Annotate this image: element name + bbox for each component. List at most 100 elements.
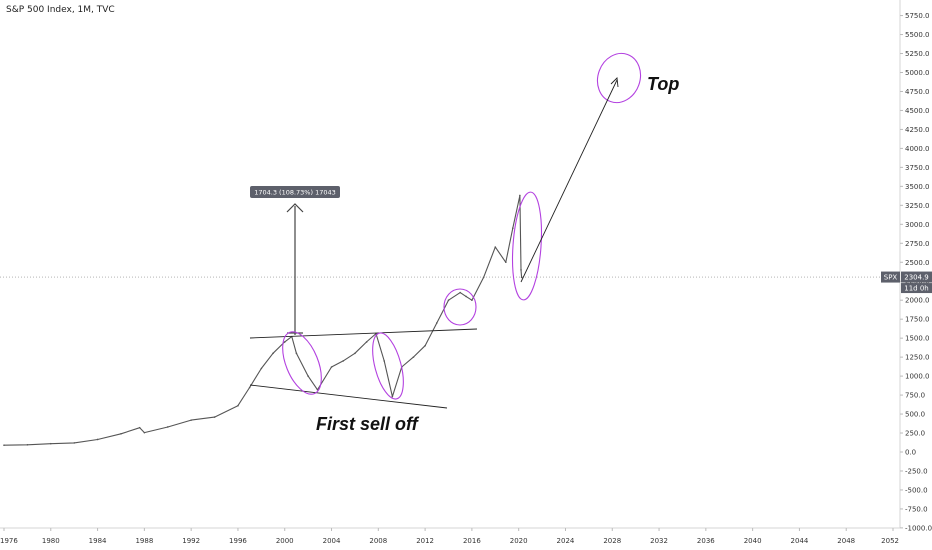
price-point [465,295,467,298]
x-tick-label: 2048 [837,537,855,545]
circle-top[interactable] [591,47,648,108]
price-point [494,246,497,248]
x-tick-label: 1984 [89,537,107,545]
price-point [471,299,473,302]
price-point [482,276,485,279]
price-label: 2304.9 [904,274,929,282]
y-tick-label: 5500.0 [905,31,930,39]
price-point [3,444,5,446]
lower-trendline[interactable] [249,384,448,409]
x-tick-label: 1988 [135,537,153,545]
price-point [424,344,426,347]
y-tick-label: -250.0 [905,467,928,475]
price-point [213,416,216,418]
price-point [447,299,450,302]
y-tick-label: 2750.0 [905,240,930,248]
y-tick-label: -500.0 [905,486,928,494]
x-tick-label: 2028 [603,537,621,545]
price-point [96,438,99,441]
y-tick-label: 2500.0 [905,259,930,267]
x-tick-label: 2052 [881,537,899,545]
upper-trendline[interactable] [249,328,478,339]
y-tick-label: 4500.0 [905,107,930,115]
price-point [391,395,394,398]
x-tick-label: 2004 [323,537,341,545]
price-point [120,432,122,435]
price-point [365,341,368,343]
measure-arrowhead [286,203,304,213]
x-tick-label: 2008 [369,537,387,545]
y-tick-label: 1500.0 [905,335,930,343]
chart-title: S&P 500 Index, 1M, TVC [6,5,115,15]
projection-arrowhead [610,77,619,88]
price-label-box [901,271,932,283]
y-tick-label: 250.0 [905,430,925,438]
annotation-first-sell-off[interactable]: First sell off [316,414,420,434]
circle-2000-top[interactable] [275,326,329,399]
y-tick-label: 0.0 [905,449,916,457]
symbol-label-box [881,271,900,283]
price-point [73,442,75,444]
x-tick-label: 2024 [557,537,575,545]
y-tick-label: 3500.0 [905,183,930,191]
price-point [143,431,146,434]
x-tick-label: 1980 [42,537,60,545]
price-point [330,366,333,368]
x-tick-label: 1976 [0,537,18,545]
y-tick-label: 1750.0 [905,316,930,324]
price-point [520,269,522,271]
annotation-top[interactable]: Top [647,74,679,94]
price-point [237,404,239,407]
price-point [512,227,514,229]
y-tick-label: -1000.0 [905,524,932,532]
x-tick-label: 1992 [182,537,200,545]
countdown-label-box [901,283,932,294]
y-axis: 5750.0 5500.0 5250.0 5000.0 4750.0 4500.0 4250… [900,12,932,532]
y-tick-label: 500.0 [905,411,925,419]
y-tick-label: 1000.0 [905,373,930,381]
x-tick-label: 2036 [697,537,715,545]
price-point [166,426,169,428]
y-tick-label: 2000.0 [905,297,930,305]
price-line [3,194,523,446]
y-tick-label: 4000.0 [905,145,930,153]
price-point [283,341,286,343]
price-point [354,352,356,355]
price-point [248,386,251,389]
circle-2015[interactable] [443,288,477,326]
projection-arrow[interactable] [520,79,618,283]
price-point [520,276,523,279]
price-point [49,442,52,445]
symbol-label: SPX [884,274,898,282]
price-point [412,356,415,358]
circle-2008-drop[interactable] [367,330,410,402]
price-point [307,375,309,377]
price-point [260,367,263,370]
y-tick-label: 3000.0 [905,221,930,229]
x-tick-label: 2020 [510,537,528,545]
price-point [383,360,385,362]
price-point [138,426,141,429]
x-tick-label: 2032 [650,537,668,545]
price-point [342,360,345,362]
y-tick-label: 5750.0 [905,12,930,20]
y-tick-label: -750.0 [905,505,928,513]
y-tick-label: 750.0 [905,392,925,400]
y-tick-label: 4750.0 [905,88,930,96]
price-point [519,194,521,197]
price-point [459,291,461,294]
x-tick-label: 2016 [463,537,481,545]
y-tick-label: 4250.0 [905,126,930,134]
price-point [272,352,274,355]
x-tick-label: 2044 [791,537,809,545]
x-tick-label: 1996 [229,537,247,545]
circle-2020[interactable] [509,191,544,301]
price-point [505,261,507,264]
x-tick-label: 2040 [744,537,762,545]
x-axis: 1976 1980 1984 1988 1992 1996 2000 2004 2008 2012… [0,528,899,545]
price-point [26,443,29,446]
measure-label: 1704.3 (108.73%) 17043 [254,189,336,197]
price-point [295,352,298,355]
y-tick-label: 1250.0 [905,354,930,362]
